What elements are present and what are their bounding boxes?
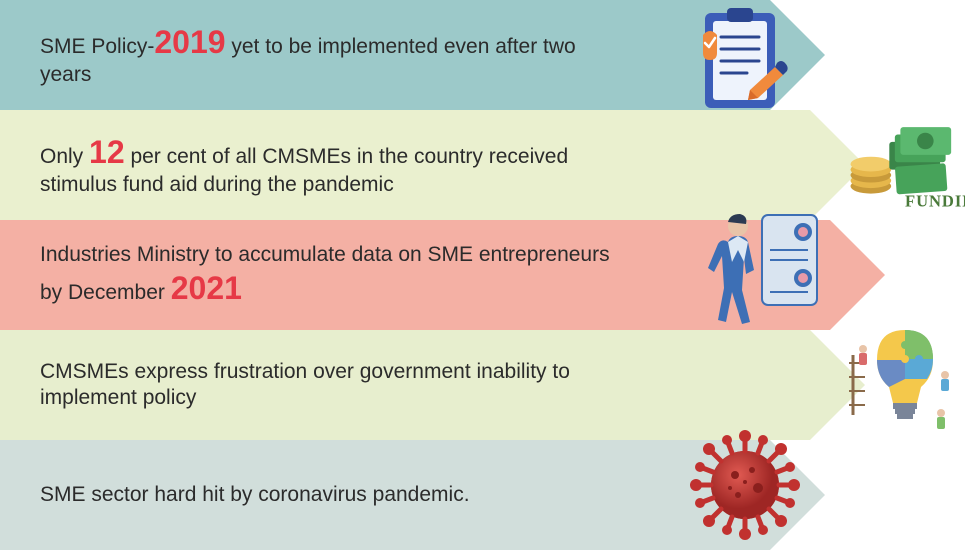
row-text: SME sector hard hit by coronavirus pande… xyxy=(40,482,470,508)
text-highlight: 2019 xyxy=(154,24,225,60)
text-pre: SME Policy- xyxy=(40,35,154,58)
coronavirus-icon xyxy=(680,420,810,550)
row-text: CMSMEs express frustration over governme… xyxy=(40,359,620,412)
row-band: SME Policy-2019 yet to be implemented ev… xyxy=(0,0,770,110)
text-pre: Industries Ministry to accumulate data o… xyxy=(40,243,610,304)
row-text: Industries Ministry to accumulate data o… xyxy=(40,242,620,308)
info-row-2: Only 12 per cent of all CMSMEs in the co… xyxy=(0,110,810,220)
row-text: Only 12 per cent of all CMSMEs in the co… xyxy=(40,132,620,198)
sme-infographic: SME Policy-2019 yet to be implemented ev… xyxy=(0,0,965,551)
clipboard-icon xyxy=(680,0,810,125)
text-pre: SME sector hard hit by coronavirus pande… xyxy=(40,483,470,506)
row-band: SME sector hard hit by coronavirus pande… xyxy=(0,440,770,550)
text-highlight: 12 xyxy=(89,134,125,170)
row-text: SME Policy-2019 yet to be implemented ev… xyxy=(40,22,620,88)
text-pre: CMSMEs express frustration over governme… xyxy=(40,360,570,409)
text-pre: Only xyxy=(40,145,89,168)
row-band: Only 12 per cent of all CMSMEs in the co… xyxy=(0,110,810,220)
info-row-1: SME Policy-2019 yet to be implemented ev… xyxy=(0,0,770,110)
info-row-5: SME sector hard hit by coronavirus pande… xyxy=(0,440,770,550)
text-highlight: 2021 xyxy=(171,270,242,306)
innovation-icon xyxy=(840,310,965,440)
data-person-icon xyxy=(700,200,830,330)
funding-label: FUNDING xyxy=(905,192,965,211)
funding-icon: FUNDING xyxy=(840,100,965,230)
